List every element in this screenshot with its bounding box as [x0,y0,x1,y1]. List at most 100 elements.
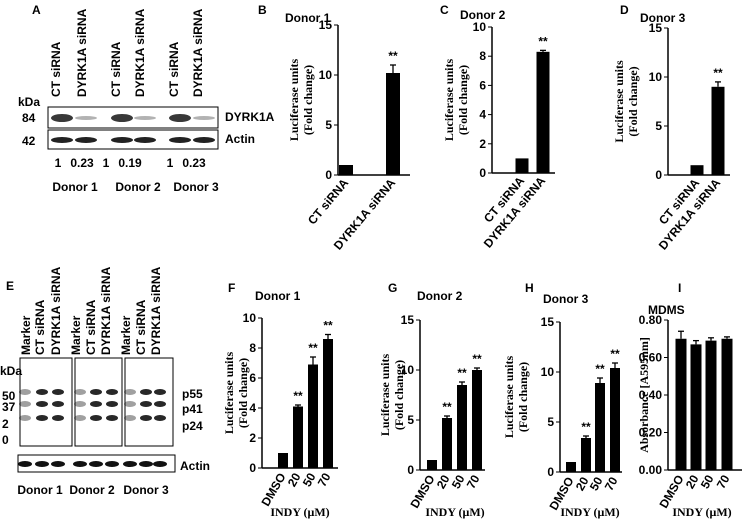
y-axis-label: Luciferase units [612,60,626,143]
y-tick-label: 0.80 [639,313,663,327]
chart-title: MDMS [648,303,685,317]
panel-letter: B [258,3,267,17]
bar [515,158,529,173]
band-label: Actin [180,459,210,473]
y-tick-label: 10 [401,363,415,377]
lane-label: Marker [69,315,83,355]
chart-title: Donor 1 [255,289,301,303]
bar [339,165,353,175]
donor-label: Donor 2 [115,180,161,194]
significance-label: ** [538,34,548,48]
bar [472,370,482,470]
band [51,137,73,143]
lane-label: Marker [119,315,133,355]
lane-label: CT siRNA [84,299,98,355]
band [124,389,136,395]
blot-box [17,454,176,473]
significance-label: ** [595,362,605,376]
band [105,461,119,467]
significance-label: ** [442,400,452,414]
bar [323,339,333,468]
lane-label: Marker [19,315,33,355]
band [134,137,156,143]
y-tick-label: 15 [401,313,415,327]
y-tick-label: 5 [547,415,554,429]
band [74,401,86,407]
marker-label: 42 [22,134,36,148]
bar [442,418,452,470]
y-axis-label: Luciferase units [502,356,516,439]
bar [581,438,591,472]
band [19,415,31,421]
x-axis-label: INDY (μM) [672,505,731,519]
y-tick-label: 6 [249,371,256,385]
y-tick-label: 10 [319,68,333,82]
marker-label: 84 [22,111,36,125]
bar [690,344,702,470]
band [140,401,152,407]
band [89,461,103,467]
bar [536,51,550,173]
chart-title: Donor 2 [417,289,463,303]
x-axis-label: INDY (μM) [270,505,329,519]
panel-letter: G [388,281,397,295]
y-axis-label: Luciferase units [442,59,456,142]
marker-label: 0 [2,433,9,447]
panel-letter: H [525,281,534,295]
donor-label: Donor 1 [17,483,63,497]
y-tick-label: 4 [479,108,486,122]
band [193,116,215,120]
y-axis-label: (Fold change) [516,362,530,432]
y-axis-label: (Fold change) [626,66,640,136]
lane-label: CT siRNA [33,299,47,355]
band [154,401,166,407]
band [140,415,152,421]
x-tick-label: 70 [315,470,334,489]
y-tick-label: 0 [249,461,256,475]
y-tick-label: 6 [479,78,486,92]
x-tick-label: CT siRNA [305,176,352,228]
bar [721,338,733,470]
band [193,137,215,143]
y-tick-label: 0 [479,166,486,180]
y-axis-label: (Fold change) [301,65,315,135]
blot-box [19,357,73,447]
bar [705,340,717,470]
band [35,461,49,467]
significance-label: ** [713,66,723,80]
blot-box [47,129,219,150]
y-tick-label: 15 [649,21,663,35]
y-tick-label: 5 [407,413,414,427]
band [51,461,65,467]
band-label: DYRK1A [225,110,275,124]
lane-label: CT siRNA [167,41,181,97]
blot-box [74,357,123,447]
band [124,401,136,407]
band [124,415,136,421]
panel-letter: C [440,3,449,17]
y-tick-label: 10 [541,365,555,379]
band [106,415,118,421]
y-tick-label: 5 [655,119,662,133]
y-tick-label: 0 [655,168,662,182]
x-axis-label: INDY (μM) [560,505,619,519]
y-tick-label: 15 [319,18,333,32]
x-tick-label: 20 [573,474,592,493]
band [90,401,102,407]
band [154,415,166,421]
bar [293,406,303,468]
blot-box [124,357,174,447]
marker-label: 37 [2,400,16,414]
y-axis-label: (Fold change) [392,360,406,430]
y-tick-label: 0.00 [639,463,663,477]
significance-label: ** [610,347,620,361]
donor-label: Donor 3 [123,483,169,497]
y-tick-label: 10 [649,70,663,84]
lane-label: DYRK1A siRNA [99,266,113,355]
bar [711,86,725,175]
band [74,415,86,421]
band [52,389,64,395]
y-axis-label: Luciferase units [378,354,392,437]
band [140,389,152,395]
band-label: p24 [182,419,203,433]
